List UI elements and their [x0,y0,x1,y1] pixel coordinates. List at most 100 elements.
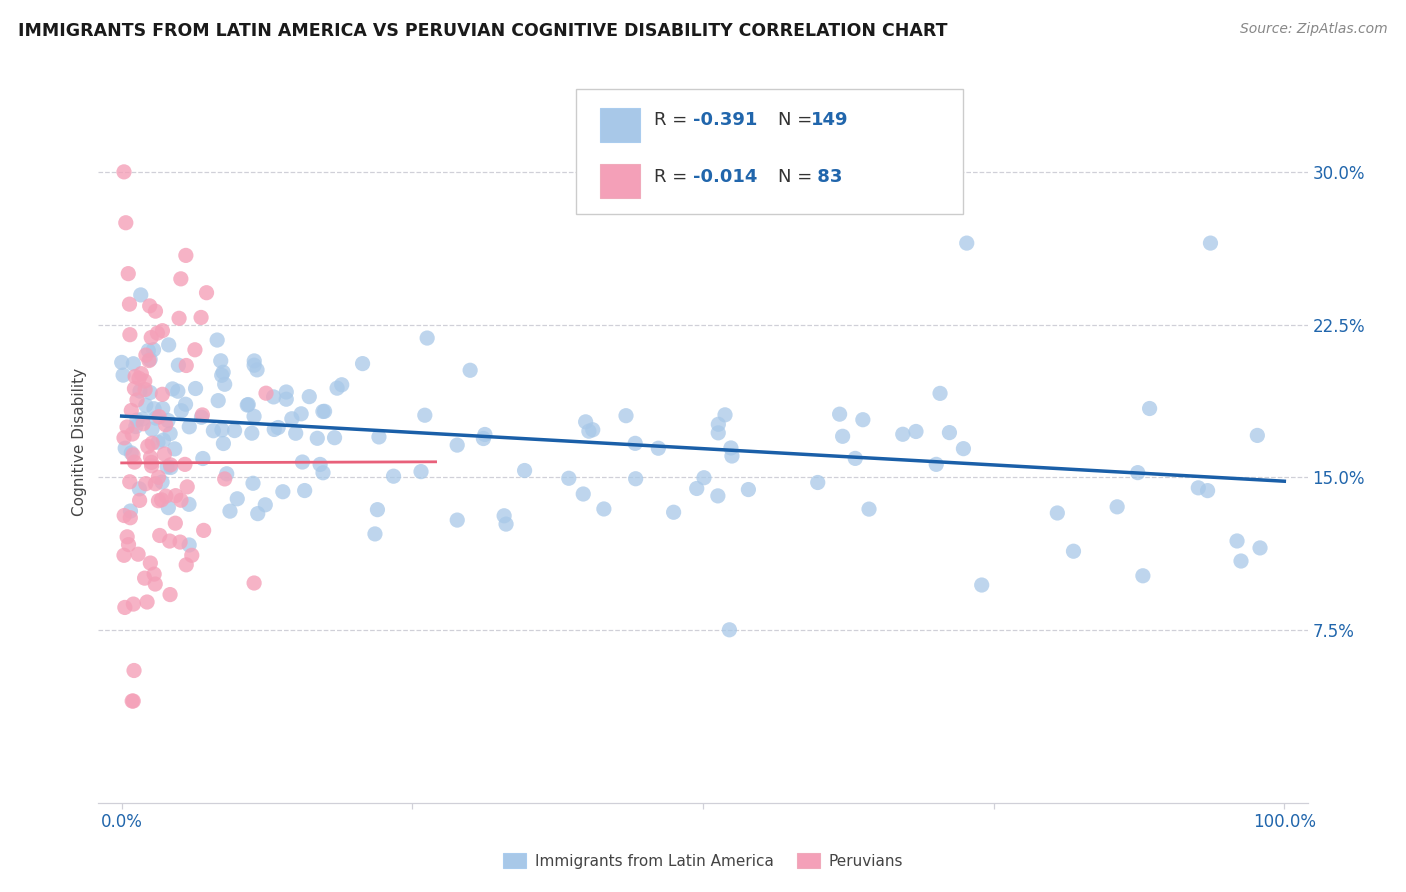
Point [211,368,233,383]
Point [214,472,236,486]
Point [165,516,187,531]
Text: R =: R = [654,112,693,129]
Point [578,424,600,438]
Point [114,441,136,455]
Point [141,422,163,436]
Point [714,408,737,422]
Point [184,382,207,396]
Point [148,409,170,424]
Point [150,475,173,489]
Point [474,427,496,442]
Point [129,384,152,398]
Point [146,435,169,450]
Point [165,489,187,503]
Point [122,597,145,611]
Point [1107,500,1129,514]
Point [720,441,742,455]
Point [929,386,952,401]
Point [624,472,647,486]
Point [364,527,387,541]
Point [121,427,143,442]
Point [202,424,225,438]
Point [458,363,481,377]
Point [159,426,181,441]
Point [242,476,264,491]
Point [122,448,145,462]
Point [707,425,730,440]
Point [238,398,260,412]
Point [138,343,160,358]
Point [844,451,866,466]
Point [163,442,186,456]
Point [718,623,741,637]
Point [686,482,709,496]
Point [152,401,174,416]
Text: -0.014: -0.014 [693,169,758,186]
Point [143,401,166,416]
Point [382,469,405,483]
Point [281,411,304,425]
Point [122,694,145,708]
Point [191,451,214,466]
Point [446,438,468,452]
Point [271,484,294,499]
Point [120,510,142,524]
Point [167,358,190,372]
Point [139,352,162,367]
Point [267,420,290,434]
Point [807,475,830,490]
Point [190,410,212,425]
Point [852,413,875,427]
Point [170,493,193,508]
Point [330,377,353,392]
Point [134,383,156,397]
Point [207,393,229,408]
Point [124,369,146,384]
Point [179,420,201,434]
Point [243,409,266,424]
Point [212,436,235,450]
Point [1226,533,1249,548]
Point [205,333,228,347]
Legend: Immigrants from Latin America, Peruvians: Immigrants from Latin America, Peruvians [496,847,910,875]
Point [141,458,163,473]
Point [155,489,177,503]
Point [721,449,744,463]
Point [312,466,335,480]
Point [312,404,335,418]
Point [1062,544,1084,558]
Point [124,455,146,469]
Point [174,458,197,472]
Point [141,455,163,469]
Point [117,267,139,281]
Point [148,470,170,484]
Point [1199,236,1222,251]
Point [143,476,166,491]
Point [152,433,174,447]
Point [693,471,716,485]
Point [112,508,135,523]
Point [169,535,191,549]
Point [159,458,181,472]
Point [254,386,277,401]
Point [150,492,173,507]
Point [145,304,167,318]
Point [1246,428,1268,442]
Text: N =: N = [778,169,817,186]
Point [143,567,166,582]
Point [858,502,880,516]
Point [952,442,974,456]
Point [155,417,177,432]
Point [142,343,165,357]
Point [114,216,136,230]
Point [125,413,148,427]
Point [226,491,249,506]
Point [135,476,157,491]
Point [243,576,266,591]
Point [831,429,853,443]
Point [139,385,162,400]
Point [1132,568,1154,582]
Point [263,390,285,404]
Point [134,571,156,585]
Point [291,455,314,469]
